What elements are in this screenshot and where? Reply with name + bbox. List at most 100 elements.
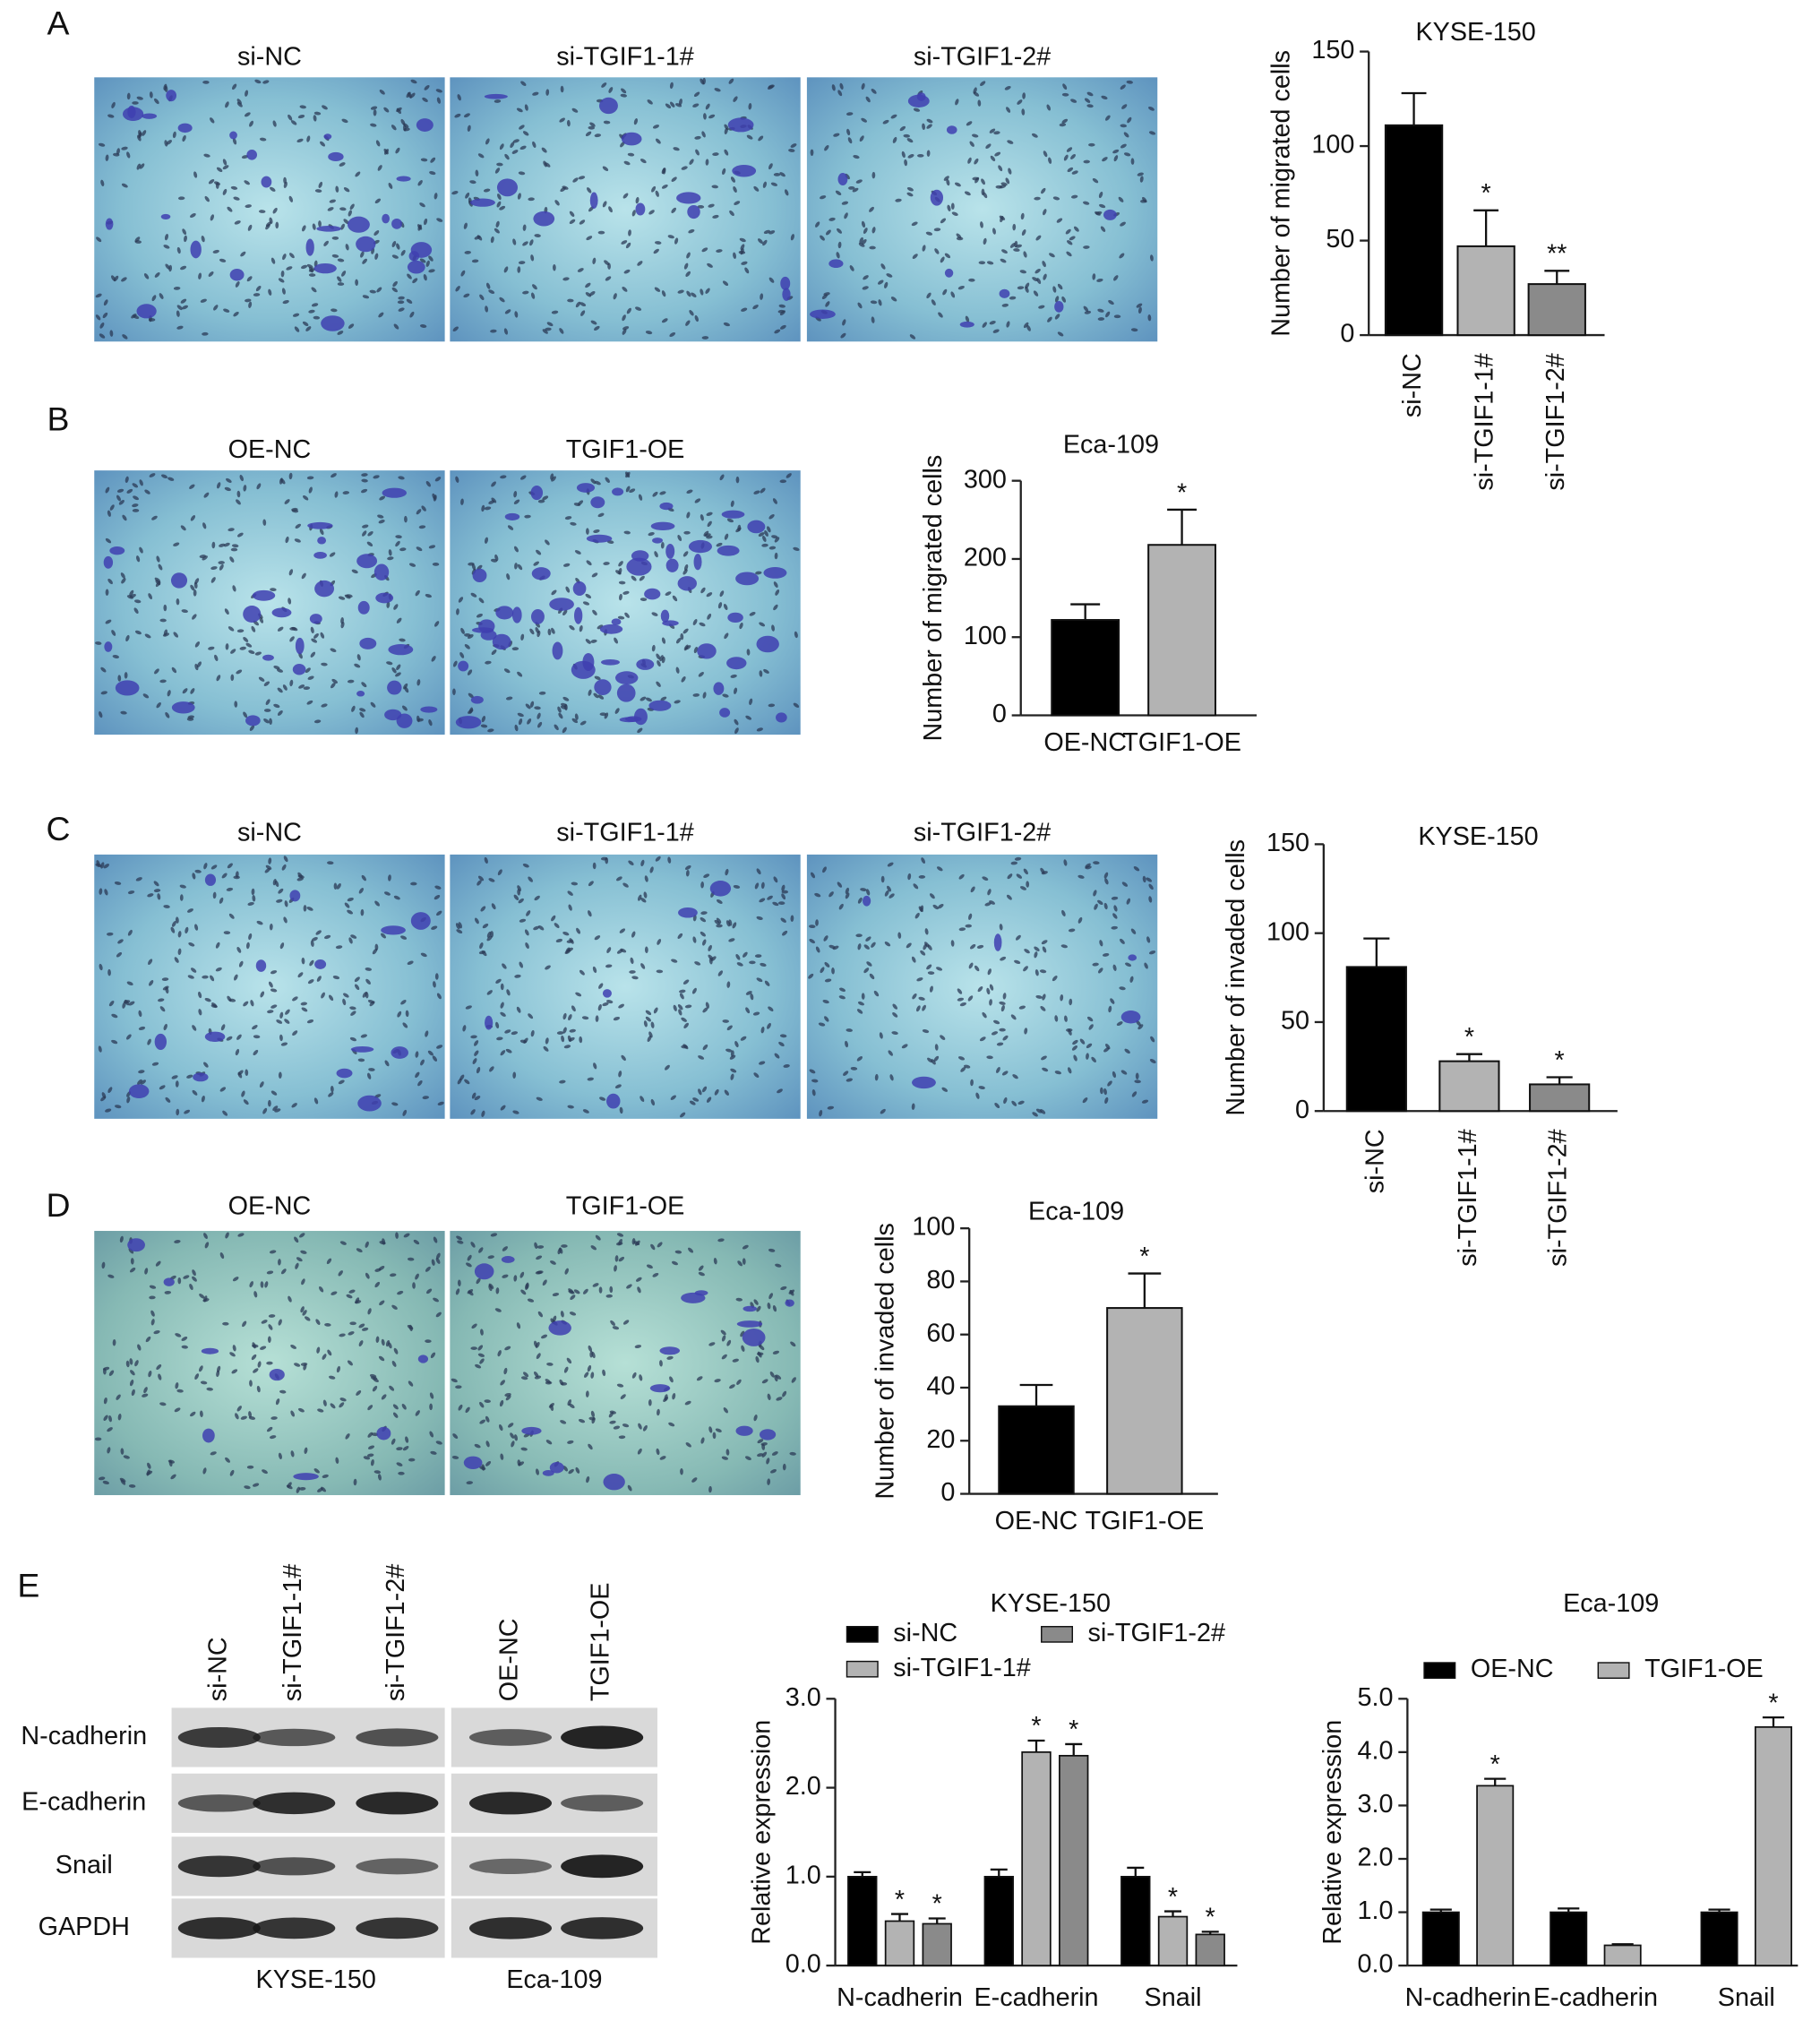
cell (760, 1442, 768, 1446)
cell (297, 1407, 305, 1413)
cell (759, 670, 763, 677)
cell (511, 1440, 515, 1448)
cell (726, 1339, 732, 1346)
cell (384, 1060, 390, 1067)
cell (648, 1399, 652, 1406)
cell (586, 560, 592, 566)
cell (582, 601, 590, 606)
cell (301, 1278, 305, 1286)
cell (1119, 253, 1125, 259)
cell (965, 315, 970, 322)
cell (673, 1004, 677, 1011)
cell (320, 141, 326, 147)
cell (605, 477, 610, 483)
cell (643, 891, 648, 899)
cell (95, 641, 102, 645)
cell (1039, 1109, 1046, 1114)
cell (363, 1456, 371, 1460)
cell (107, 578, 113, 585)
cell (534, 1242, 538, 1250)
cell (222, 1321, 229, 1326)
stained-cell (391, 218, 402, 229)
cell (174, 1407, 181, 1413)
cell (754, 882, 760, 890)
cell (929, 893, 935, 899)
cell (901, 1044, 908, 1049)
cell (595, 1015, 599, 1022)
legend-swatch (846, 1626, 879, 1643)
cell (708, 114, 716, 119)
cell (865, 936, 871, 942)
cell (1135, 1072, 1139, 1079)
protein-label: N-cadherin (21, 1722, 147, 1750)
stained-cell (659, 1346, 681, 1355)
cell (790, 1341, 796, 1347)
stained-cell (104, 641, 113, 652)
cell (270, 588, 277, 592)
cell (288, 1295, 292, 1303)
cell (585, 292, 592, 297)
stained-cell (359, 637, 377, 649)
cell (380, 933, 386, 939)
bar (983, 1875, 1014, 1966)
stained-cell (649, 1384, 671, 1393)
cell (391, 1438, 396, 1445)
cell (379, 495, 386, 501)
cell (708, 944, 712, 951)
cell (1048, 157, 1052, 164)
cell (190, 1411, 196, 1417)
cell (367, 1405, 373, 1411)
cell (128, 1001, 135, 1006)
cell (666, 1355, 674, 1360)
cell (775, 1374, 782, 1380)
cell (847, 137, 853, 144)
cell (697, 204, 705, 209)
cell (313, 632, 319, 639)
cell (608, 206, 613, 213)
cell (579, 720, 587, 726)
cell (782, 1390, 787, 1398)
cell (206, 1387, 213, 1391)
cell (927, 971, 935, 975)
cell (635, 1277, 642, 1282)
cell (402, 1109, 408, 1116)
x-tick-label: si-TGIF1-1# (1454, 1129, 1482, 1266)
cell (628, 229, 631, 236)
cell (215, 967, 222, 972)
cell (732, 922, 737, 929)
cell (927, 1057, 933, 1063)
cell (759, 622, 766, 627)
cell (722, 168, 726, 176)
cell (306, 700, 313, 705)
cell (978, 261, 986, 265)
x-tick-label: OE-NC (995, 1507, 1078, 1535)
cell (425, 1266, 431, 1272)
cell (906, 942, 912, 949)
cell (296, 1486, 300, 1493)
cell (477, 1353, 485, 1357)
cell (278, 1259, 281, 1266)
cell (190, 688, 195, 694)
cell (208, 179, 215, 185)
stained-cell (243, 606, 262, 623)
stained-cell (732, 165, 757, 177)
cell (701, 336, 709, 340)
chart-title: KYSE-150 (1418, 822, 1538, 851)
cell (730, 176, 736, 183)
cell (907, 873, 912, 881)
cell (242, 1320, 247, 1328)
cell (343, 187, 350, 193)
cell (249, 725, 255, 731)
cell (856, 1056, 863, 1062)
panel-label: D (46, 1186, 70, 1224)
cell (1138, 1024, 1144, 1030)
cell (289, 636, 295, 642)
stained-cell (602, 989, 612, 998)
cell (361, 874, 366, 882)
bar (847, 1875, 878, 1966)
cell (193, 589, 197, 597)
cell (174, 957, 179, 963)
micrograph-caption: si-NC (237, 42, 302, 71)
cell (533, 1371, 539, 1378)
